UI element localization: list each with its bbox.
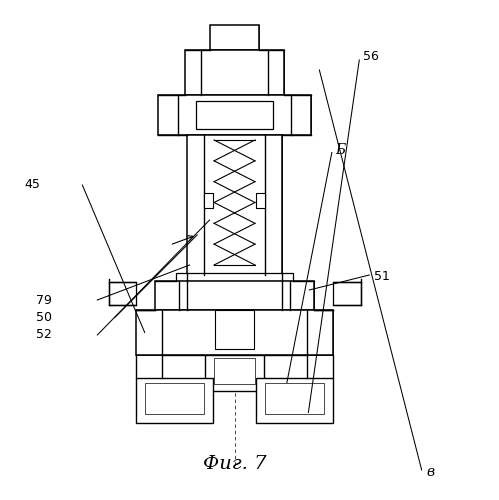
Bar — [268, 50, 284, 95]
Bar — [162, 310, 307, 355]
Bar — [204, 135, 265, 275]
Bar — [290, 281, 314, 310]
Text: 52: 52 — [36, 328, 52, 342]
Bar — [256, 193, 265, 208]
Bar — [215, 310, 254, 349]
Bar — [256, 193, 265, 208]
Bar — [204, 193, 213, 208]
Bar — [178, 95, 290, 135]
Text: 50: 50 — [36, 311, 52, 324]
Bar — [205, 355, 264, 391]
Bar — [196, 102, 273, 129]
Text: 79: 79 — [36, 294, 52, 306]
Bar — [185, 50, 201, 95]
Bar — [264, 382, 324, 414]
Text: 56: 56 — [363, 50, 379, 62]
Bar — [214, 358, 255, 384]
Bar — [222, 25, 235, 50]
Bar — [136, 378, 213, 422]
Bar — [145, 382, 205, 414]
Bar — [333, 286, 360, 305]
Bar — [214, 358, 255, 384]
Text: Б: Б — [335, 143, 346, 157]
Bar — [255, 378, 333, 422]
Bar — [210, 25, 259, 50]
Bar — [201, 50, 268, 95]
Bar — [155, 281, 314, 310]
Bar — [290, 95, 310, 135]
Text: в: в — [427, 466, 435, 479]
Bar — [136, 378, 213, 422]
Text: 45: 45 — [24, 178, 40, 192]
Bar — [187, 135, 282, 275]
Bar — [265, 135, 282, 275]
Bar — [235, 25, 247, 50]
Bar — [307, 310, 333, 355]
Bar — [176, 273, 187, 281]
Bar — [159, 95, 310, 135]
Bar — [179, 281, 290, 310]
Text: 51: 51 — [374, 270, 390, 282]
Bar — [255, 378, 333, 422]
Bar — [204, 193, 213, 208]
Bar — [136, 310, 333, 355]
Bar — [247, 25, 259, 50]
Bar — [159, 95, 178, 135]
Bar — [176, 273, 293, 281]
Bar — [264, 382, 324, 414]
Bar — [145, 382, 205, 414]
Bar — [282, 273, 293, 281]
Bar — [205, 355, 264, 391]
Bar — [108, 286, 136, 305]
Bar — [155, 281, 179, 310]
Bar — [136, 310, 162, 355]
Bar — [333, 282, 360, 305]
Bar — [210, 25, 222, 50]
Bar — [108, 282, 136, 305]
Bar — [185, 50, 284, 95]
Text: Фиг. 7: Фиг. 7 — [203, 455, 266, 473]
Bar — [187, 135, 204, 275]
